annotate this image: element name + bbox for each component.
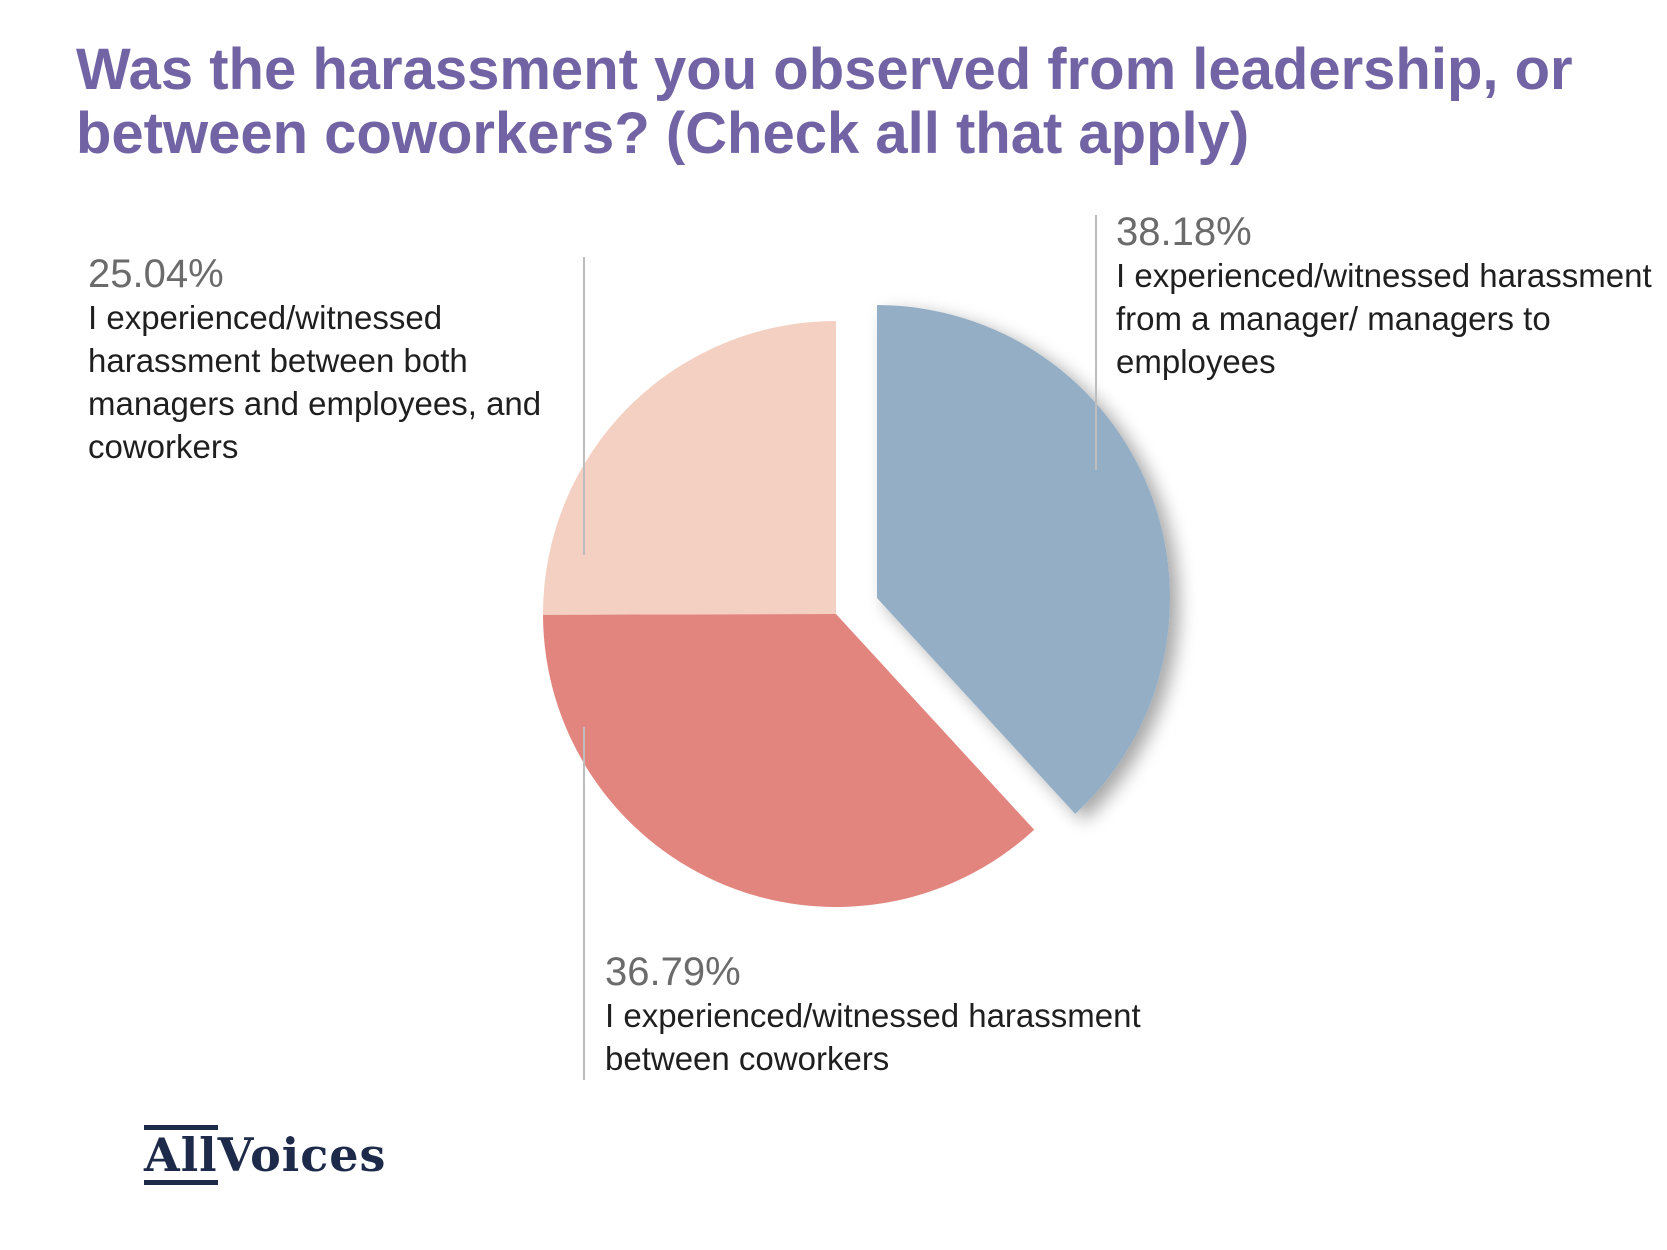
pie-slice-3	[542, 321, 836, 615]
slice-3-percent: 25.04%	[88, 252, 224, 296]
pie-slice-2	[543, 614, 1035, 907]
slice-3-label: I experienced/witnessed harassment betwe…	[88, 299, 542, 465]
chart-title: Was the harassment you observed from lea…	[76, 37, 1573, 166]
data-label-slice-1: 38.18% I experienced/witnessed harassmen…	[1116, 210, 1656, 383]
slice-2-label: I experienced/witnessed harassment betwe…	[605, 997, 1141, 1077]
data-label-slice-3: 25.04% I experienced/witnessed harassmen…	[88, 252, 578, 468]
slice-1-label: I experienced/witnessed harassment from …	[1116, 257, 1652, 380]
allvoices-logo: AllVoices	[144, 1125, 386, 1191]
logo-text-all: All	[144, 1125, 218, 1185]
logo-text-voices: Voices	[217, 1128, 387, 1182]
slice-2-percent: 36.79%	[605, 950, 741, 994]
slice-1-percent: 38.18%	[1116, 210, 1252, 254]
pie-slices	[542, 305, 1170, 907]
data-label-slice-2: 36.79% I experienced/witnessed harassmen…	[605, 950, 1205, 1080]
